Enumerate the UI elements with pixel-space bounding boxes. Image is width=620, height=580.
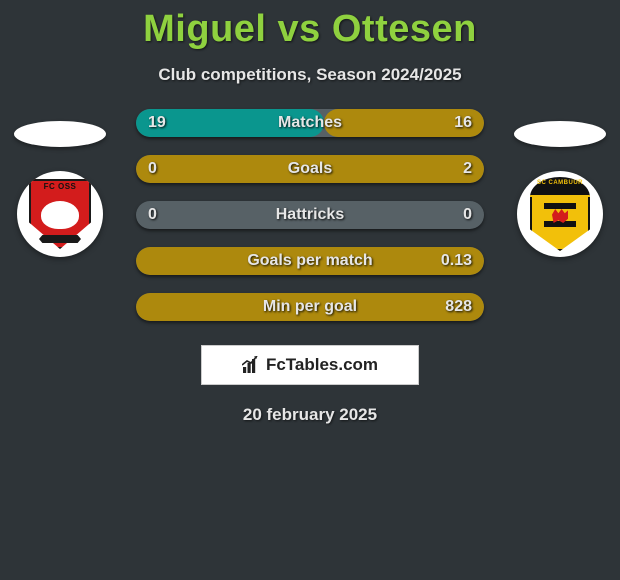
brand-box[interactable]: FcTables.com: [201, 345, 419, 385]
left-player-placeholder: [14, 121, 106, 147]
stat-label: Matches: [136, 114, 484, 132]
right-player-placeholder: [514, 121, 606, 147]
stat-label: Goals per match: [136, 252, 484, 270]
comparison-layout: FC OSS SC CAMBUUR 1916Matches 02Goals 00Ha…: [0, 109, 620, 321]
snapshot-date: 20 february 2025: [0, 405, 620, 425]
stat-label: Hattricks: [136, 206, 484, 224]
subtitle: Club competitions, Season 2024/2025: [0, 65, 620, 85]
stat-bar: 1916Matches: [136, 109, 484, 137]
page-title: Miguel vs Ottesen: [0, 0, 620, 51]
stat-bar: 0.13Goals per match: [136, 247, 484, 275]
right-club-badge: SC CAMBUUR: [517, 171, 603, 257]
chart-icon: [242, 356, 262, 374]
left-club-badge: FC OSS: [17, 171, 103, 257]
left-player-column: FC OSS: [0, 109, 120, 257]
stat-bar: 828Min per goal: [136, 293, 484, 321]
stat-bar: 00Hattricks: [136, 201, 484, 229]
stat-bars: 1916Matches 02Goals 00Hattricks 0.13Goals p…: [136, 109, 484, 321]
sc-cambuur-shield-icon: SC CAMBUUR: [530, 177, 590, 251]
brand-label: FcTables.com: [266, 355, 378, 375]
right-player-column: SC CAMBUUR: [500, 109, 620, 257]
fc-oss-shield-icon: FC OSS: [29, 179, 91, 249]
stat-label: Min per goal: [136, 298, 484, 316]
stat-bar: 02Goals: [136, 155, 484, 183]
stat-label: Goals: [136, 160, 484, 178]
